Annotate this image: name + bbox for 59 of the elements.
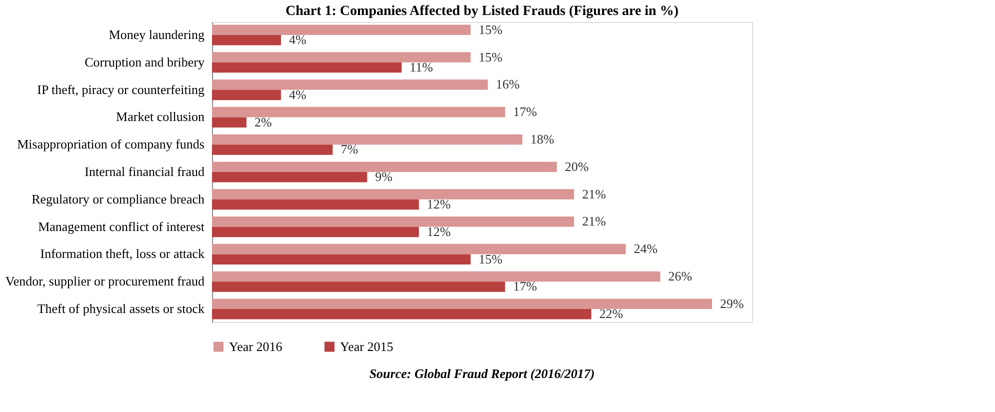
data-label: 24% bbox=[634, 241, 658, 256]
y-tick-label: Management conflict of interest bbox=[38, 218, 205, 234]
bar bbox=[212, 90, 281, 100]
bar bbox=[212, 35, 281, 46]
bar bbox=[212, 254, 471, 264]
data-label: 17% bbox=[513, 104, 538, 120]
data-label: 18% bbox=[530, 131, 554, 146]
data-label: 21% bbox=[582, 186, 606, 202]
y-tick-label: IP theft, piracy or counterfeiting bbox=[37, 82, 205, 97]
legend-label: Year 2015 bbox=[340, 338, 394, 354]
data-label: 12% bbox=[426, 196, 451, 212]
y-tick-label: Misappropriation of company funds bbox=[17, 136, 204, 152]
y-tick-label: Internal financial fraud bbox=[84, 164, 205, 179]
data-label: 16% bbox=[496, 76, 520, 92]
bar bbox=[212, 216, 574, 227]
bar bbox=[212, 298, 712, 309]
y-tick-label: Vendor, supplier or procurement fraud bbox=[5, 274, 205, 289]
source-note: Source: Global Fraud Report (2016/2017) bbox=[369, 366, 595, 381]
data-label: 20% bbox=[564, 158, 589, 174]
bar bbox=[212, 199, 419, 210]
y-tick-label: Theft of physical assets or stock bbox=[37, 300, 205, 316]
legend-label: Year 2016 bbox=[229, 338, 283, 354]
bar bbox=[212, 117, 246, 128]
bar bbox=[212, 80, 488, 90]
data-label: 11% bbox=[410, 60, 434, 75]
y-tick-label: Regulatory or compliance breach bbox=[32, 191, 205, 206]
bar bbox=[212, 271, 660, 282]
data-label: 17% bbox=[513, 278, 538, 294]
chart-title: Chart 1: Companies Affected by Listed Frauds (Figures are in %) bbox=[285, 4, 679, 19]
y-tick-label: Information theft, loss or attack bbox=[40, 246, 205, 262]
data-label: 4% bbox=[288, 32, 306, 48]
data-label: 15% bbox=[478, 22, 503, 37]
bar bbox=[212, 134, 522, 145]
data-label: 4% bbox=[288, 86, 306, 102]
data-label: 21% bbox=[582, 214, 606, 229]
bar bbox=[212, 162, 557, 172]
bar bbox=[212, 24, 471, 36]
y-tick-label: Market collusion bbox=[116, 109, 205, 124]
data-label: 7% bbox=[340, 142, 358, 157]
bar bbox=[212, 244, 626, 254]
data-label: 15% bbox=[478, 251, 503, 266]
bar bbox=[212, 144, 333, 155]
data-label: 12% bbox=[426, 224, 451, 239]
bar bbox=[212, 308, 592, 320]
data-label: 29% bbox=[720, 296, 744, 311]
bar bbox=[212, 106, 506, 118]
bar bbox=[212, 189, 574, 200]
bar bbox=[212, 62, 402, 73]
bar bbox=[212, 226, 419, 238]
bar bbox=[212, 282, 506, 292]
bar bbox=[212, 172, 368, 182]
y-tick-label: Money laundering bbox=[108, 27, 205, 42]
data-label: 15% bbox=[478, 49, 503, 64]
data-label: 22% bbox=[599, 306, 624, 322]
bar bbox=[212, 52, 471, 62]
data-label: 26% bbox=[668, 268, 692, 284]
y-tick-label: Corruption and bribery bbox=[84, 54, 205, 70]
data-label: 2% bbox=[254, 114, 272, 130]
data-label: 9% bbox=[375, 169, 393, 184]
